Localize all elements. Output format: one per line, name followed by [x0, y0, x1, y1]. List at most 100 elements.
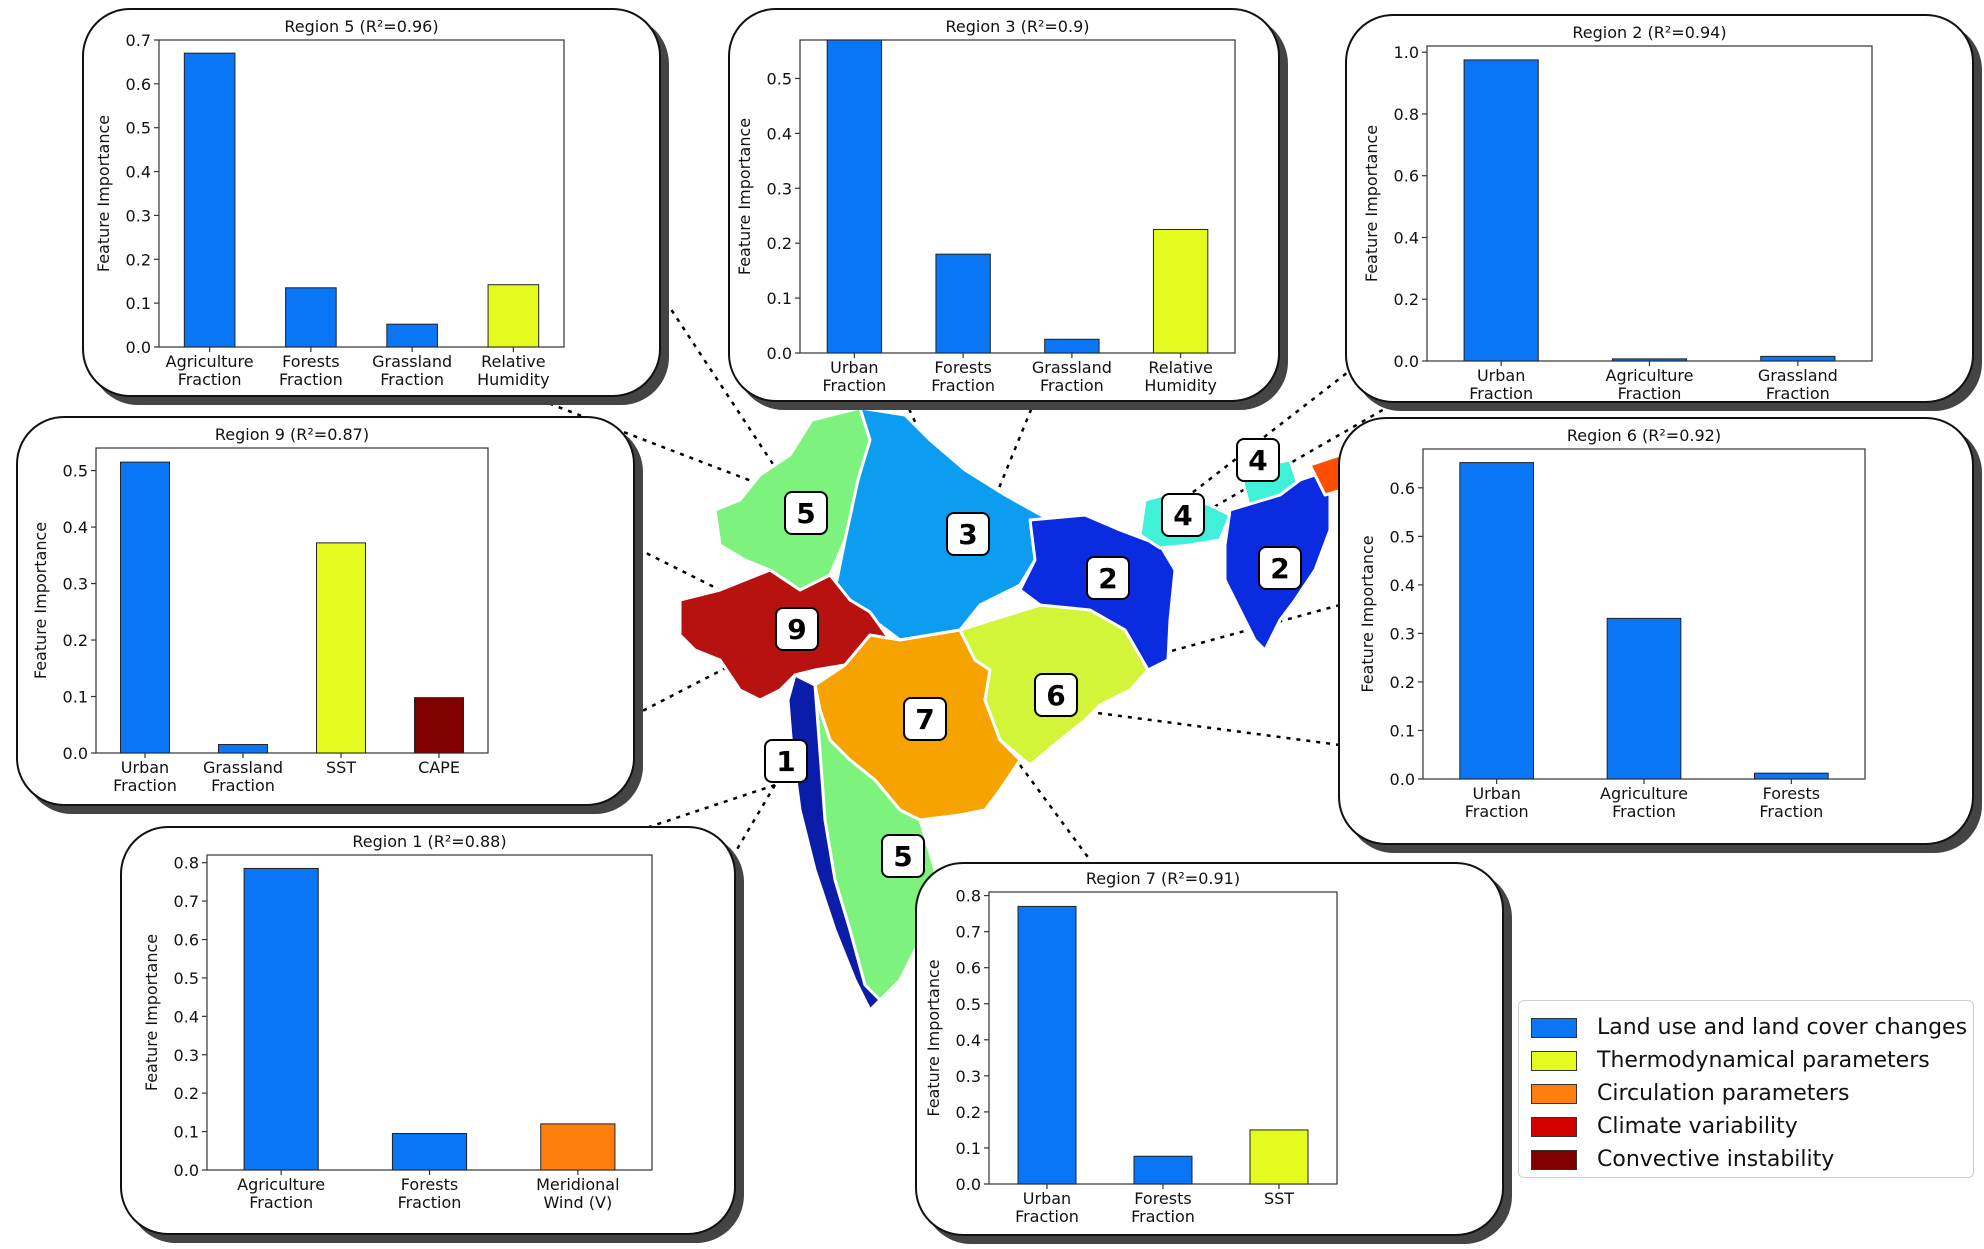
r1-y-tick-label: 0.8 [174, 854, 199, 873]
r7-bar [1249, 1129, 1309, 1185]
r2-y-axis-label: Feature Importance [1362, 125, 1381, 282]
r6-y-tick-label: 0.5 [1390, 527, 1415, 546]
legend-swatch [1531, 1083, 1577, 1104]
map-label-region-3: 3 [946, 512, 990, 556]
r6-y-tick-label: 0.1 [1390, 721, 1415, 740]
legend-swatch [1531, 1050, 1577, 1071]
r7-y-axis-label: Feature Importance [924, 959, 943, 1116]
r6-x-tick-label: Fraction [1612, 802, 1676, 821]
r6-x-tick-label: Forests [1763, 784, 1820, 803]
r7-bar [1017, 905, 1077, 1185]
r2-chart-title: Region 2 (R²=0.94) [1572, 23, 1726, 42]
leader-line [653, 284, 792, 491]
r2-y-tick-label: 0.4 [1394, 228, 1419, 247]
r3-bar [1152, 228, 1209, 354]
r1-y-tick-label: 0.3 [174, 1046, 199, 1065]
r3-y-tick-label: 0.1 [767, 289, 792, 308]
r5-plot-frame [158, 39, 565, 348]
region-9-bar-chart: Region 9 (R²=0.87) Feature Importance 0.0 0… [31, 425, 489, 795]
r2-x-tick-label: Agriculture [1606, 366, 1694, 385]
r9-y-tick-label: 0.3 [63, 575, 88, 594]
r1-y-tick-label: 0.6 [174, 931, 199, 950]
legend-swatch [1531, 1017, 1577, 1038]
region-7-bar-chart: Region 7 (R²=0.91) Feature Importance 0.0 0… [924, 869, 1338, 1226]
r3-bar [935, 253, 991, 354]
r2-bar [1463, 59, 1539, 362]
r5-y-tick-label: 0.5 [126, 119, 151, 138]
r6-y-axis-label: Feature Importance [1358, 535, 1377, 692]
r3-bar [826, 39, 883, 354]
r9-y-axis-label: Feature Importance [31, 522, 50, 679]
legend-label: Convective instability [1597, 1147, 1835, 1172]
r2-x-tick-label: Urban [1477, 366, 1525, 385]
region-1-bar-chart: Region 1 (R²=0.88) Feature Importance 0.0 0… [142, 832, 653, 1212]
r3-x-tick-label: Urban [830, 358, 878, 377]
r9-bar [120, 461, 170, 754]
r1-x-tick-label: Meridional [536, 1175, 619, 1194]
r9-plot-frame [95, 447, 489, 754]
r5-x-tick-label: Forests [282, 352, 339, 371]
r2-y-tick-label: 1.0 [1394, 43, 1419, 62]
legend: Land use and land cover changes Thermody… [1518, 1000, 1974, 1178]
r3-x-tick-label: Fraction [1040, 376, 1104, 395]
r5-x-tick-label: Humidity [477, 370, 550, 389]
r5-x-tick-label: Fraction [279, 370, 343, 389]
r1-y-tick-label: 0.5 [174, 969, 199, 988]
r3-chart-title: Region 3 (R²=0.9) [946, 17, 1090, 36]
r3-x-tick-label: Forests [934, 358, 991, 377]
r1-y-axis-label: Feature Importance [142, 934, 161, 1091]
r7-y-tick-label: 0.0 [956, 1175, 981, 1194]
r1-x-tick-label: Fraction [398, 1193, 462, 1212]
r7-bar [1133, 1155, 1193, 1185]
r2-x-tick-label: Fraction [1469, 384, 1533, 403]
r7-x-tick-label: Forests [1134, 1189, 1191, 1208]
legend-label: Land use and land cover changes [1597, 1015, 1968, 1040]
r2-x-tick-label: Fraction [1618, 384, 1682, 403]
map-label-region-6: 6 [1034, 673, 1078, 717]
r9-y-tick-label: 0.0 [63, 744, 88, 763]
r6-y-tick-label: 0.3 [1390, 624, 1415, 643]
region-5-chart-panel: Region 5 (R²=0.96) Feature Importance 0.0 0… [82, 8, 661, 397]
r7-y-tick-label: 0.7 [956, 923, 981, 942]
legend-label: Circulation parameters [1597, 1081, 1850, 1106]
map-label-region-5-south: 5 [881, 834, 925, 878]
map-label-region-4-west: 4 [1161, 493, 1205, 537]
map-label-region-2-northeast: 2 [1258, 546, 1302, 590]
r7-y-tick-label: 0.2 [956, 1103, 981, 1122]
r1-y-tick-label: 0.2 [174, 1084, 199, 1103]
r5-y-tick-label: 0.6 [126, 75, 151, 94]
map-label-region-4-east: 4 [1236, 438, 1280, 482]
r1-y-tick-label: 0.0 [174, 1161, 199, 1180]
region-3-bar-chart: Region 3 (R²=0.9) Feature Importance 0.0 0.… [735, 17, 1236, 395]
r6-x-tick-label: Urban [1472, 784, 1520, 803]
region-2-chart-panel: Region 2 (R²=0.94) Feature Importance 0.0 0… [1345, 14, 1974, 403]
r3-x-tick-label: Fraction [822, 376, 886, 395]
legend-item-climate: Climate variability [1531, 1110, 1961, 1143]
region-7-chart-panel: Region 7 (R²=0.91) Feature Importance 0.0 0… [915, 862, 1504, 1236]
r5-bar [487, 284, 540, 348]
r6-bar [1606, 617, 1682, 780]
r2-y-tick-label: 0.8 [1394, 105, 1419, 124]
r5-y-tick-label: 0.7 [126, 31, 151, 50]
legend-swatch [1531, 1116, 1577, 1137]
r1-chart-title: Region 1 (R²=0.88) [352, 832, 506, 851]
leader-line [539, 398, 776, 492]
r9-x-tick-label: CAPE [418, 758, 460, 777]
r9-bar [414, 697, 464, 754]
r5-bar [386, 323, 438, 348]
legend-item-thermo: Thermodynamical parameters [1531, 1044, 1961, 1077]
r9-x-tick-label: Urban [121, 758, 169, 777]
r3-x-tick-label: Grassland [1032, 358, 1112, 377]
r7-y-tick-label: 0.5 [956, 995, 981, 1014]
r1-y-tick-label: 0.7 [174, 892, 199, 911]
map-label-region-2-east: 2 [1086, 556, 1130, 600]
r6-bar [1459, 462, 1534, 780]
region-9-chart-panel: Region 9 (R²=0.87) Feature Importance 0.0 0… [16, 416, 635, 806]
legend-swatch [1531, 1149, 1577, 1170]
r6-x-tick-label: Agriculture [1600, 784, 1688, 803]
map-label-region-1: 1 [764, 739, 808, 783]
r3-x-tick-label: Fraction [931, 376, 995, 395]
r7-x-tick-label: Fraction [1131, 1207, 1195, 1226]
r1-y-tick-label: 0.4 [174, 1007, 199, 1026]
r2-x-tick-label: Grassland [1758, 366, 1838, 385]
